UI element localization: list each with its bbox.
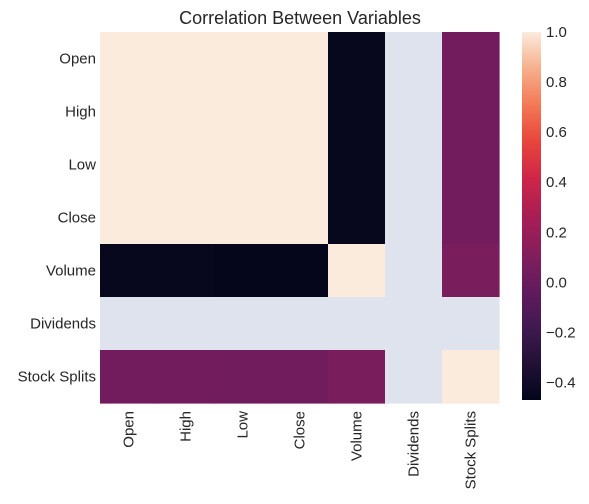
- heatmap-cell: [271, 350, 329, 404]
- heatmap-cell: [271, 32, 329, 86]
- colorbar-tick-label: 0.8: [546, 74, 567, 91]
- heatmap-cell: [328, 85, 386, 139]
- heatmap-cell: [442, 297, 500, 351]
- colorbar: [522, 32, 541, 400]
- heatmap-cell: [271, 244, 329, 298]
- heatmap-cell: [214, 244, 272, 298]
- x-tick-label: Low: [235, 411, 252, 439]
- heatmap-cell: [442, 191, 500, 245]
- colorbar-tick-label: 0.2: [546, 224, 567, 241]
- y-tick-label: Open: [59, 51, 96, 68]
- heatmap-cell: [214, 138, 272, 192]
- heatmap-cell: [214, 297, 272, 351]
- heatmap-cell: [157, 244, 215, 298]
- colorbar-tick-label: 0.6: [546, 124, 567, 141]
- heatmap-cell: [100, 85, 158, 139]
- heatmap-cell: [385, 297, 443, 351]
- heatmap-cell: [271, 191, 329, 245]
- heatmap-cell: [214, 191, 272, 245]
- heatmap-cell: [100, 244, 158, 298]
- heatmap-cell: [442, 32, 500, 86]
- heatmap-cell: [385, 191, 443, 245]
- colorbar-tick-label: −0.4: [546, 374, 576, 391]
- heatmap-cell: [157, 191, 215, 245]
- y-tick-label: Dividends: [30, 316, 96, 333]
- heatmap-cell: [157, 350, 215, 404]
- x-tick-label: Close: [292, 411, 309, 449]
- colorbar-tick-label: 0.0: [546, 274, 567, 291]
- y-tick-label: High: [65, 104, 96, 121]
- heatmap-cell: [328, 32, 386, 86]
- heatmap-cell: [328, 244, 386, 298]
- heatmap-cell: [385, 350, 443, 404]
- heatmap-cell: [442, 85, 500, 139]
- x-tick-label: Stock Splits: [463, 411, 480, 489]
- heatmap-cell: [214, 85, 272, 139]
- heatmap-cell: [214, 32, 272, 86]
- heatmap-cells: [100, 32, 500, 404]
- heatmap-cell: [100, 32, 158, 86]
- heatmap-cell: [100, 138, 158, 192]
- heatmap-cell: [271, 297, 329, 351]
- heatmap-cell: [385, 138, 443, 192]
- x-tick-label: High: [178, 411, 195, 442]
- y-tick-label: Stock Splits: [18, 369, 96, 386]
- y-tick-label: Volume: [46, 263, 96, 280]
- heatmap-cell: [271, 138, 329, 192]
- colorbar-tick-label: −0.2: [546, 324, 576, 341]
- heatmap-cell: [157, 32, 215, 86]
- colorbar-tick-label: 1.0: [546, 24, 567, 41]
- heatmap-cell: [442, 244, 500, 298]
- heatmap-cell: [157, 85, 215, 139]
- heatmap-cell: [442, 138, 500, 192]
- heatmap-cell: [157, 297, 215, 351]
- heatmap-cell: [328, 138, 386, 192]
- heatmap-cell: [157, 138, 215, 192]
- heatmap-cell: [214, 350, 272, 404]
- colorbar-tick-labels: 1.0 0.8 0.6 0.4 0.2 0.0 −0.2 −0.4: [546, 24, 576, 391]
- heatmap-cell: [385, 85, 443, 139]
- heatmap-cell: [385, 244, 443, 298]
- heatmap-cell: [271, 85, 329, 139]
- y-tick-label: Close: [58, 210, 96, 227]
- colorbar-tick-label: 0.4: [546, 174, 567, 191]
- x-tick-label: Open: [121, 411, 138, 448]
- y-tick-label: Low: [68, 157, 96, 174]
- heatmap-cell: [100, 297, 158, 351]
- y-axis-tick-labels: Open High Low Close Volume Dividends Stock Spl…: [18, 51, 97, 386]
- heatmap-cell: [328, 350, 386, 404]
- x-tick-label: Dividends: [406, 411, 423, 477]
- x-axis-tick-labels: Open High Low Close Volume Dividends Stock Spl…: [121, 411, 480, 490]
- heatmap-cell: [328, 191, 386, 245]
- heatmap-cell: [100, 191, 158, 245]
- x-tick-label: Volume: [349, 411, 366, 461]
- heatmap-cell: [100, 350, 158, 404]
- heatmap-cell: [385, 32, 443, 86]
- chart-title: Correlation Between Variables: [179, 8, 421, 28]
- heatmap-cell: [442, 350, 500, 404]
- heatmap-cell: [328, 297, 386, 351]
